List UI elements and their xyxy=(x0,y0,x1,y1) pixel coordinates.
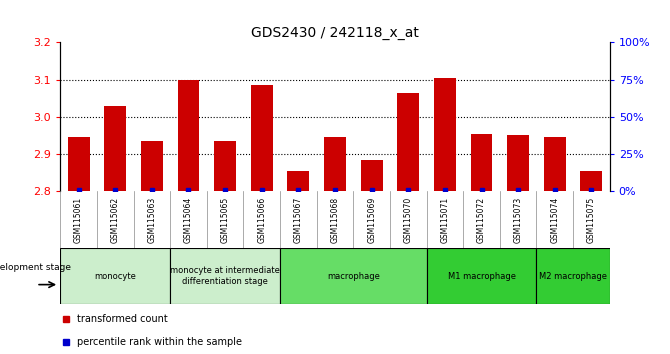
Bar xyxy=(434,78,456,191)
Bar xyxy=(287,171,310,191)
Bar xyxy=(360,160,383,191)
Text: GSM115069: GSM115069 xyxy=(367,197,376,243)
Text: development stage: development stage xyxy=(0,263,71,272)
Text: macrophage: macrophage xyxy=(327,272,380,281)
Text: transformed count: transformed count xyxy=(77,314,168,324)
Text: GSM115064: GSM115064 xyxy=(184,197,193,243)
Bar xyxy=(141,141,163,191)
Text: GSM115067: GSM115067 xyxy=(294,197,303,243)
Text: GSM115072: GSM115072 xyxy=(477,197,486,243)
Bar xyxy=(507,135,529,191)
Text: GSM115061: GSM115061 xyxy=(74,197,83,243)
Text: GSM115070: GSM115070 xyxy=(404,197,413,243)
Bar xyxy=(544,137,565,191)
Text: GSM115066: GSM115066 xyxy=(257,197,266,243)
Text: GSM115065: GSM115065 xyxy=(220,197,230,243)
Bar xyxy=(537,248,610,304)
Text: GSM115062: GSM115062 xyxy=(111,197,120,243)
Bar xyxy=(470,133,492,191)
Bar xyxy=(580,171,602,191)
Bar xyxy=(60,248,170,304)
Text: M2 macrophage: M2 macrophage xyxy=(539,272,607,281)
Text: GSM115068: GSM115068 xyxy=(330,197,340,243)
Text: GSM115074: GSM115074 xyxy=(550,197,559,243)
Bar xyxy=(280,248,427,304)
Text: percentile rank within the sample: percentile rank within the sample xyxy=(77,337,242,347)
Bar xyxy=(251,85,273,191)
Bar xyxy=(214,141,236,191)
Text: GSM115063: GSM115063 xyxy=(147,197,156,243)
Title: GDS2430 / 242118_x_at: GDS2430 / 242118_x_at xyxy=(251,26,419,40)
Text: GSM115075: GSM115075 xyxy=(587,197,596,243)
Text: GSM115071: GSM115071 xyxy=(440,197,450,243)
Text: M1 macrophage: M1 macrophage xyxy=(448,272,515,281)
Bar xyxy=(68,137,90,191)
Text: monocyte at intermediate
differentiation stage: monocyte at intermediate differentiation… xyxy=(170,267,280,286)
Text: monocyte: monocyte xyxy=(94,272,136,281)
Text: GSM115073: GSM115073 xyxy=(514,197,523,243)
Bar xyxy=(178,80,200,191)
Bar xyxy=(324,137,346,191)
Bar xyxy=(397,93,419,191)
Bar xyxy=(105,106,126,191)
Bar xyxy=(170,248,280,304)
Bar xyxy=(427,248,537,304)
